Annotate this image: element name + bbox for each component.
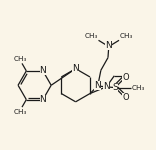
Text: N: N: [94, 81, 101, 90]
Text: CH₃: CH₃: [14, 56, 27, 62]
Text: CH₃: CH₃: [120, 33, 133, 39]
Text: S: S: [112, 83, 118, 92]
Text: O: O: [122, 93, 129, 102]
Text: N: N: [103, 82, 110, 91]
Text: CH₃: CH₃: [132, 85, 145, 91]
Text: N: N: [105, 41, 112, 50]
Text: N: N: [72, 64, 79, 73]
Text: O: O: [122, 73, 129, 82]
Text: N: N: [39, 95, 46, 104]
Text: CH₃: CH₃: [14, 109, 27, 115]
Text: N: N: [39, 66, 46, 75]
Text: CH₃: CH₃: [85, 33, 98, 39]
